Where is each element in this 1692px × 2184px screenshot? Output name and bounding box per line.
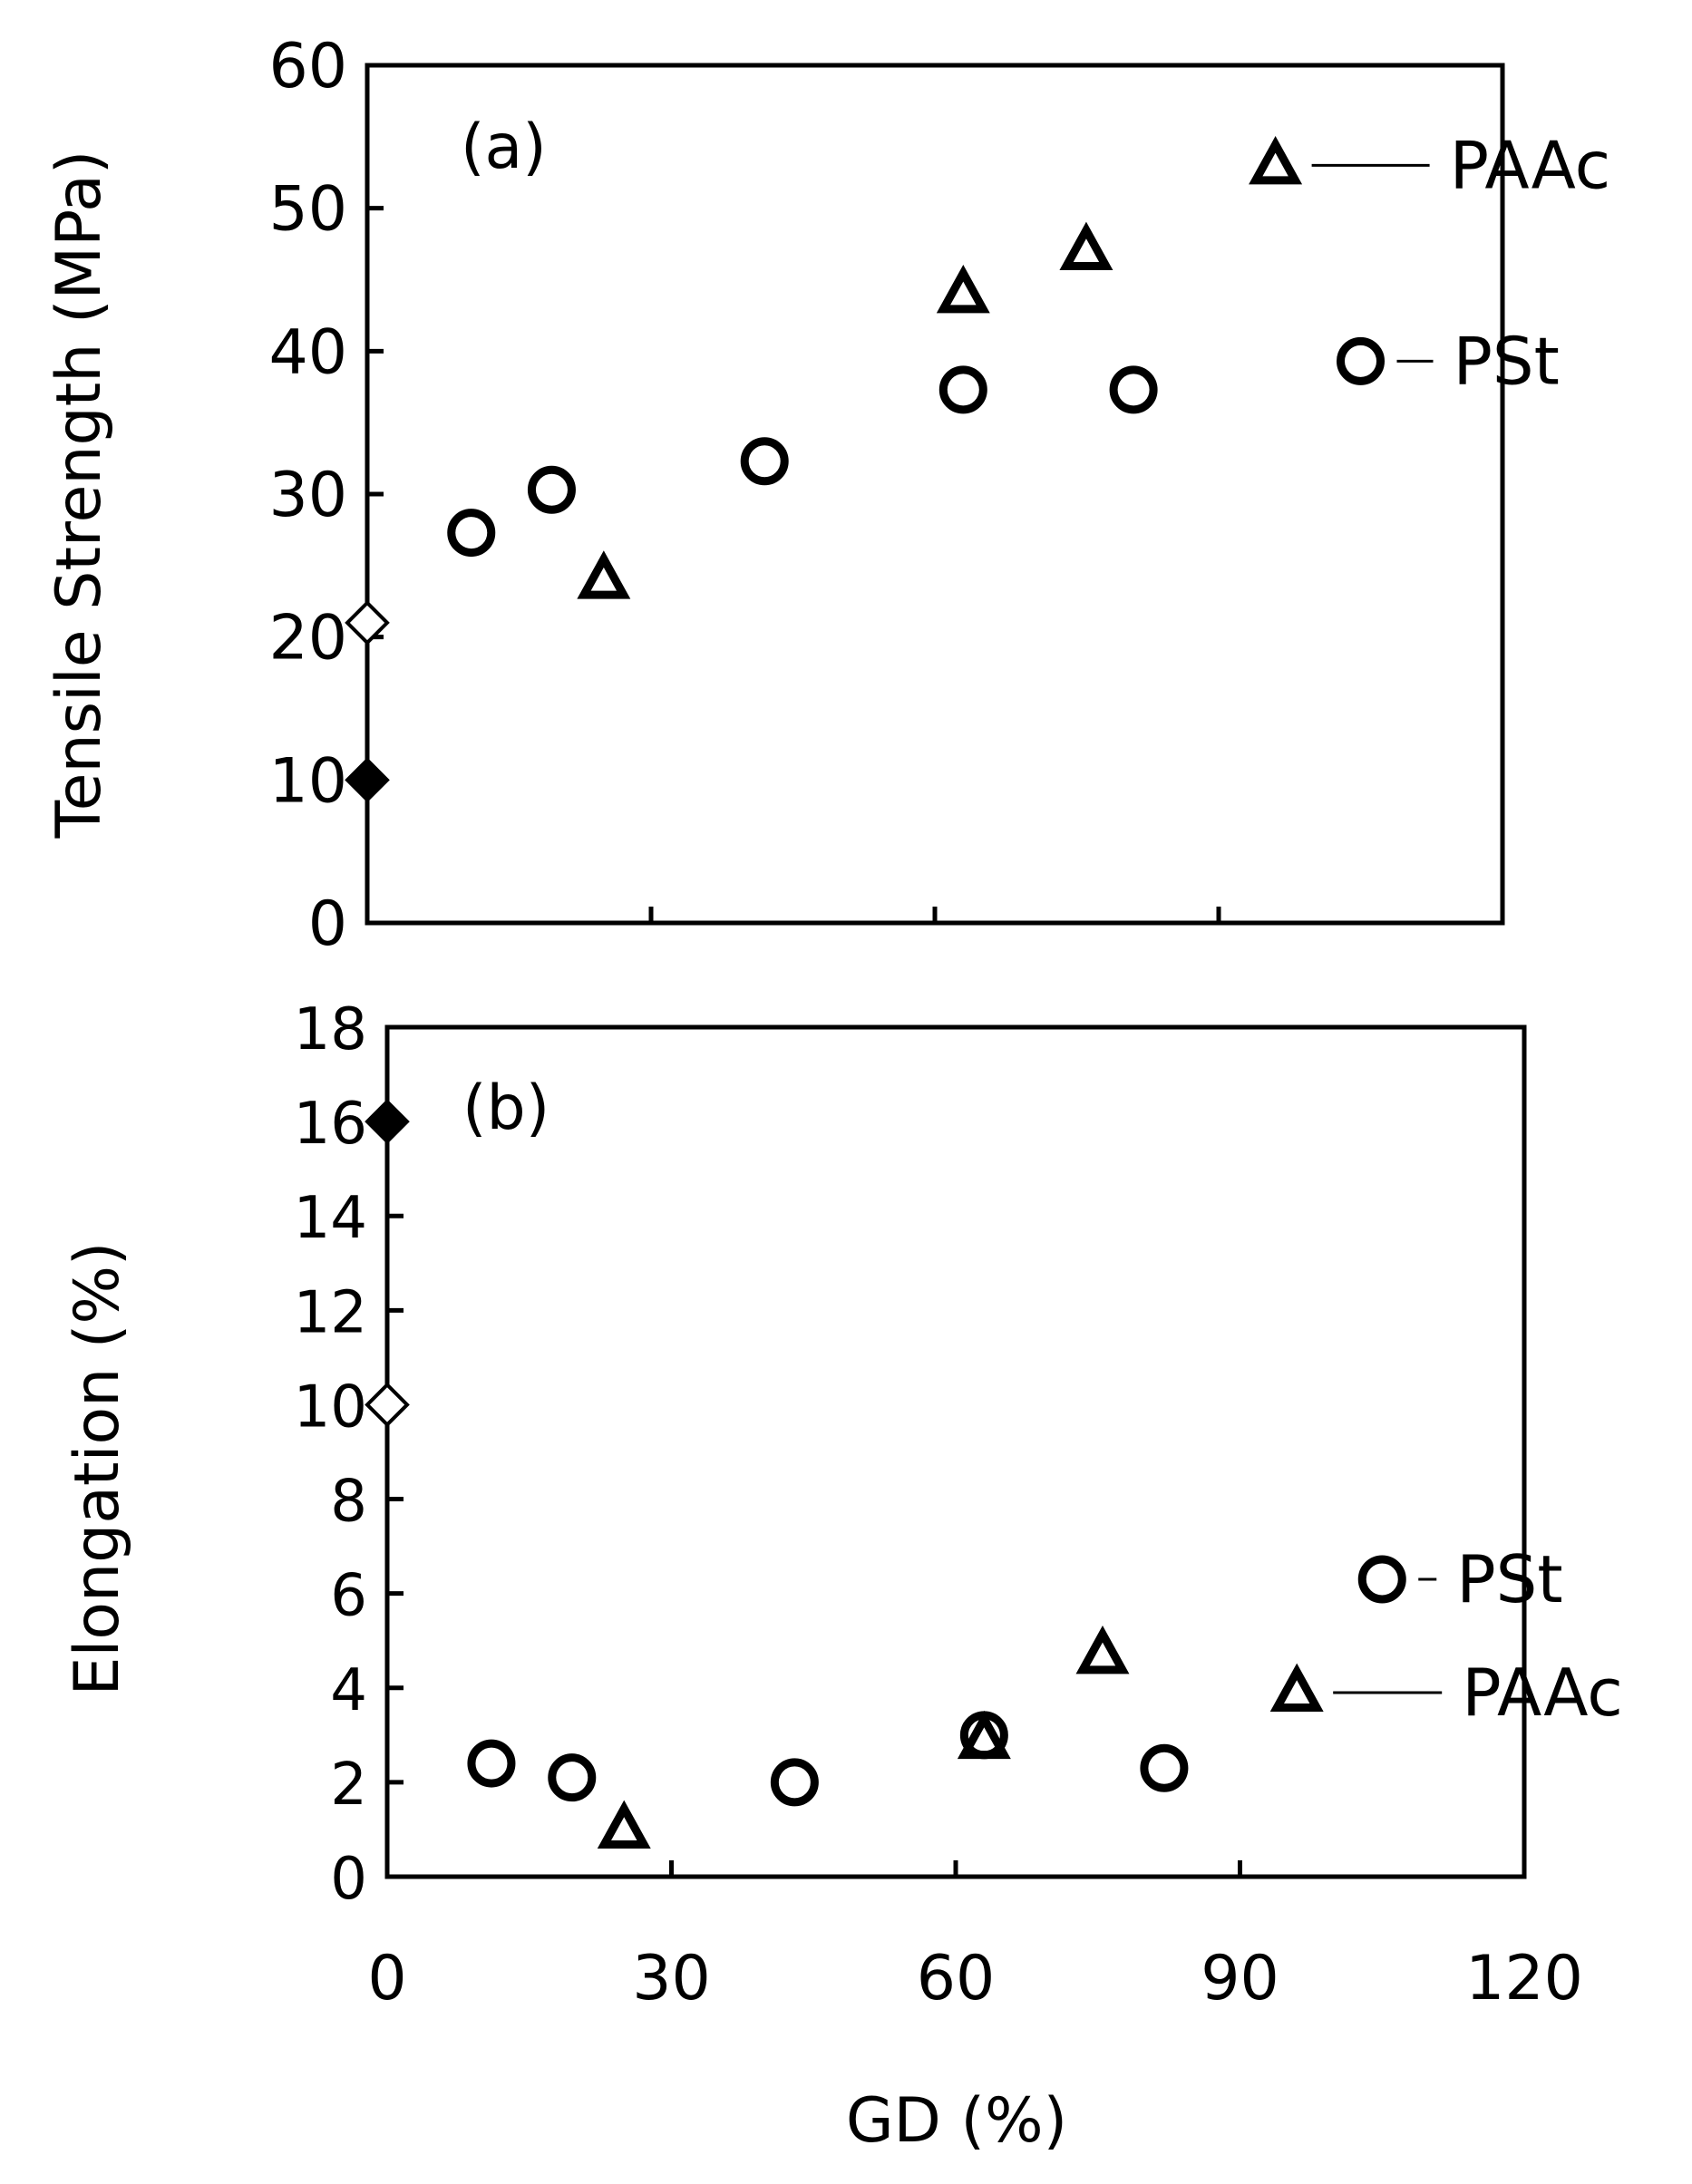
panel-a-point-circle-open — [740, 437, 789, 486]
panel-a-legend-label: PSt — [1454, 323, 1560, 399]
panel-b-x-tick-label: 60 — [917, 1943, 996, 2014]
panel-b-point-circle-open — [467, 1739, 516, 1788]
panel-b-y-tick-label: 16 — [294, 1091, 367, 1158]
panel-b-point-circle-open — [770, 1758, 819, 1807]
panel-b-y-tick-label: 12 — [294, 1279, 367, 1346]
panel-a-y-tick-label: 20 — [268, 603, 347, 675]
panel-a-point-circle-open — [1109, 365, 1158, 414]
panel-b-ticks: 0 2 4 6 8 10 12 14 16 18 0 30 60 90 120 — [294, 996, 1583, 2014]
panel-b-legend-label: PAAc — [1462, 1655, 1623, 1731]
panel-b-legend: PSt PAAc — [1456, 1541, 1623, 1731]
panel-a-label: (a) — [461, 112, 547, 183]
panel-a-point-circle-open — [527, 465, 576, 514]
panel-a-plot-frame — [365, 63, 1505, 926]
panel-a-legend-marker-circle-open — [1337, 336, 1385, 385]
panel-b-point-diamond-filled — [365, 1099, 410, 1144]
panel-a-y-tick-label: 30 — [268, 460, 347, 531]
panel-a-point-diamond-open — [345, 600, 390, 645]
panel-b-point-diamond-open — [365, 1382, 410, 1428]
panel-b-elongation: (b) Elongation (%) GD (%) 0 2 4 6 8 10 12 14 16 1… — [62, 996, 1623, 2157]
panel-a-legend-label: PAAc — [1450, 127, 1611, 203]
panel-b-y-tick-label: 18 — [294, 996, 367, 1063]
panel-a-y-tick-label: 50 — [268, 174, 347, 246]
panel-b-point-circle-open — [1140, 1743, 1189, 1792]
panel-b-point-triangle-open — [597, 1800, 651, 1849]
panel-b-x-axis-title: GD (%) — [846, 2085, 1067, 2157]
panel-b-point-circle-open — [548, 1753, 597, 1802]
panel-b-y-tick-label: 10 — [294, 1373, 367, 1441]
panel-a-y-axis-title: Tensile Strength (MPa) — [44, 150, 115, 840]
panel-a-y-tick-label: 0 — [308, 888, 347, 960]
panel-b-point-circle-open — [959, 1711, 1008, 1760]
panel-a-ticks: 0 10 20 30 40 50 60 — [268, 31, 1221, 960]
panel-b-legend-marker-circle-open — [1357, 1555, 1406, 1604]
panel-b-plot-frame — [384, 1024, 1527, 1879]
panel-a-point-triangle-open — [1059, 221, 1113, 271]
panel-a-legend-leaders — [1311, 163, 1434, 363]
panel-b-label: (b) — [462, 1073, 549, 1144]
panel-b-y-tick-label: 4 — [330, 1657, 367, 1724]
panel-b-legend-leaders — [1333, 1577, 1443, 1694]
panel-a-legend: PAAc PSt — [1450, 127, 1611, 399]
panel-a-data-marks — [345, 136, 1385, 803]
panel-b-data-marks — [365, 1099, 1406, 1849]
panel-b-legend-marker-triangle-open — [1269, 1663, 1324, 1713]
panel-a-point-triangle-open — [936, 264, 990, 314]
panel-a-y-tick-label: 40 — [268, 316, 347, 388]
panel-b-y-axis-title: Elongation (%) — [62, 1242, 133, 1696]
panel-a-point-circle-open — [938, 365, 987, 414]
panel-b-y-tick-label: 6 — [330, 1563, 367, 1630]
panel-b-y-tick-label: 14 — [294, 1185, 367, 1252]
panel-a-point-diamond-filled — [345, 757, 390, 803]
panel-b-x-tick-label: 0 — [367, 1943, 406, 2014]
panel-a-point-triangle-open — [577, 550, 631, 599]
panel-b-legend-label: PSt — [1456, 1541, 1562, 1617]
panel-b-point-triangle-open — [1075, 1626, 1130, 1674]
panel-b-y-tick-label: 2 — [330, 1752, 367, 1819]
panel-b-x-tick-label: 120 — [1465, 1943, 1583, 2014]
panel-b-y-tick-label: 8 — [330, 1469, 367, 1536]
panel-a-tensile-strength: (a) Tensile Strength (MPa) 0 10 20 30 40 50 60… — [44, 31, 1610, 960]
panel-a-y-tick-label: 60 — [268, 31, 347, 102]
panel-b-x-tick-label: 30 — [632, 1943, 711, 2014]
panel-a-legend-marker-triangle-open — [1249, 136, 1303, 185]
panel-a-y-tick-label: 10 — [268, 745, 347, 817]
panel-b-y-tick-label: 0 — [330, 1846, 367, 1913]
panel-b-x-tick-label: 90 — [1201, 1943, 1279, 2014]
panel-a-point-circle-open — [447, 509, 496, 558]
